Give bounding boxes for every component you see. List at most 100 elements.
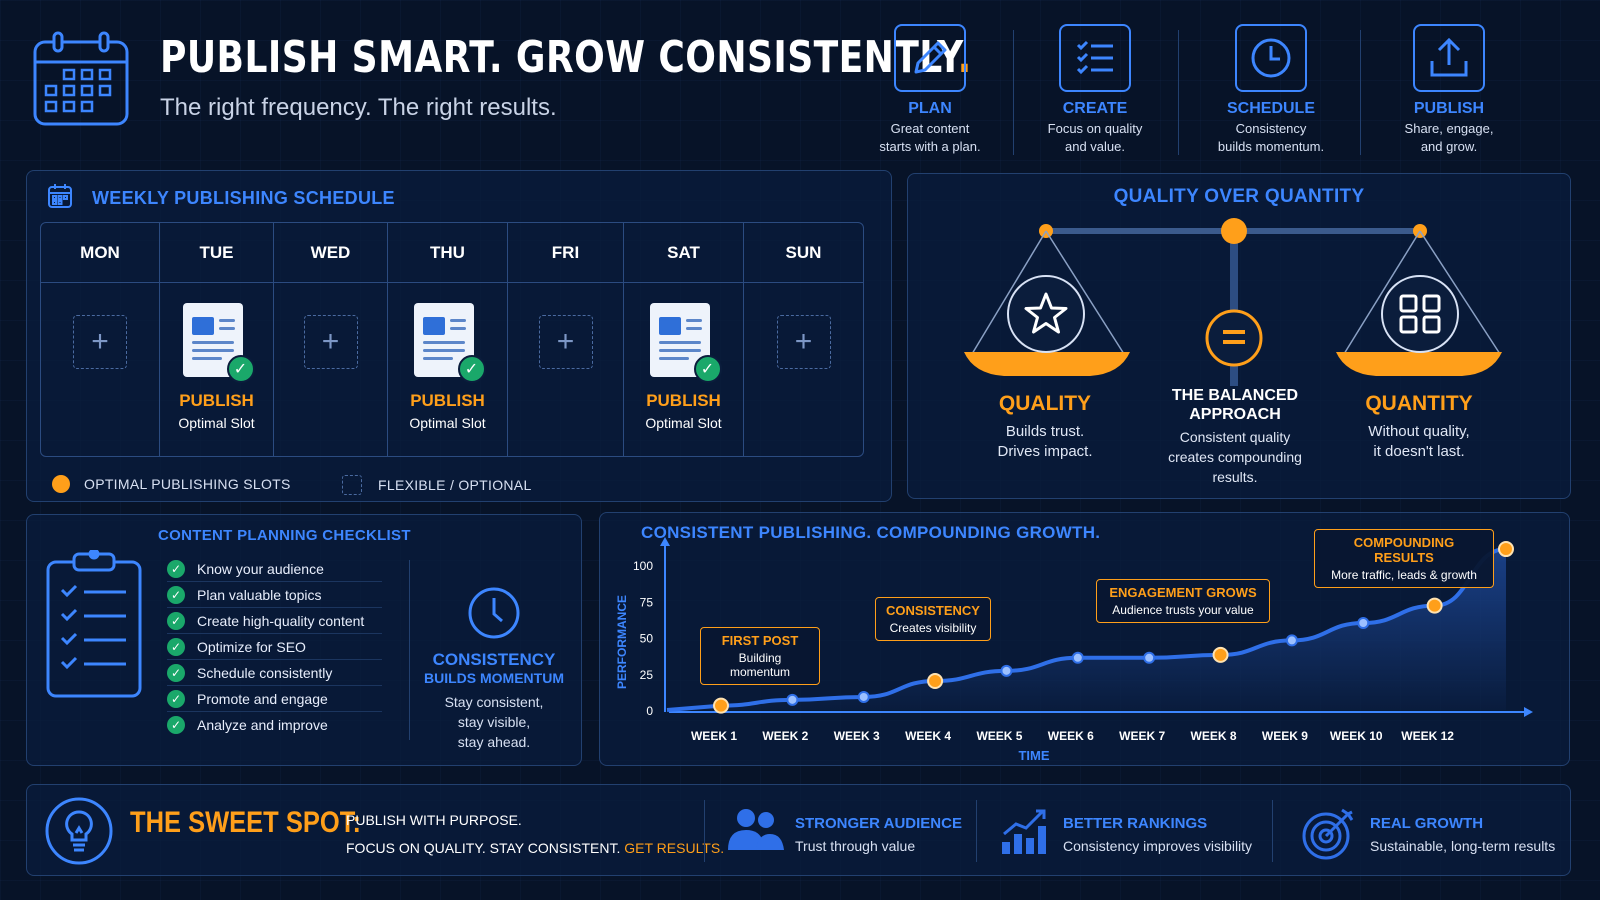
orange-dot-icon xyxy=(52,475,70,493)
page-title: PUBLISH SMART. GROW CONSISTENTLY. xyxy=(160,32,972,83)
step-publish: PUBLISH Share, engage, and grow. xyxy=(1374,24,1524,156)
chart-title: CONSISTENT PUBLISHING. COMPOUNDING GROWT… xyxy=(641,523,1101,542)
page-subtitle: The right frequency. The right results. xyxy=(160,94,557,121)
footer-item-title: STRONGER AUDIENCE xyxy=(795,815,962,832)
quality-label: QUALITY xyxy=(998,392,1092,415)
slot-label: Optimal Slot xyxy=(178,415,255,431)
footer-item-title: REAL GROWTH xyxy=(1370,815,1484,832)
document-icon: ✓ xyxy=(649,303,722,383)
step-label: PLAN xyxy=(908,100,952,117)
series-line-start xyxy=(666,703,722,712)
legend-optimal: OPTIMAL PUBLISHING SLOTS xyxy=(52,475,291,493)
x-tick-label: WEEK 12 xyxy=(1401,729,1454,743)
x-tick-label: WEEK 3 xyxy=(834,729,880,743)
consistency-desc: stay visible, xyxy=(457,714,531,730)
day-name: SAT xyxy=(624,223,743,283)
divider xyxy=(976,800,977,862)
document-icon: ✓ xyxy=(413,303,486,383)
checklist-item[interactable]: ✓ Create high-quality content xyxy=(167,608,382,634)
footer-item-audience: STRONGER AUDIENCE Trust through value xyxy=(795,815,962,854)
day-wed[interactable]: WED + xyxy=(274,223,388,456)
balanced-label: THE BALANCED xyxy=(1171,387,1299,404)
check-icon: ✓ xyxy=(457,355,486,383)
slot-label: Optimal Slot xyxy=(409,415,486,431)
quantity-block: QUANTITY Without quality, it doesn't las… xyxy=(1334,392,1504,462)
x-tick-label: WEEK 7 xyxy=(1119,729,1165,743)
day-name: FRI xyxy=(508,223,623,283)
checklist-item[interactable]: ✓ Schedule consistently xyxy=(167,660,382,686)
day-mon[interactable]: MON + xyxy=(41,223,160,456)
balanced-block: THE BALANCED APPROACH Consistent quality… xyxy=(1150,386,1320,487)
check-icon: ✓ xyxy=(167,585,185,604)
footer-item-growth: REAL GROWTH Sustainable, long-term resul… xyxy=(1370,815,1555,854)
consistency-desc: Stay consistent, xyxy=(444,694,544,710)
add-slot-button[interactable]: + xyxy=(776,315,831,369)
x-tick-label: WEEK 6 xyxy=(1048,729,1094,743)
footer-line1: PUBLISH WITH PURPOSE. xyxy=(346,812,522,828)
data-point xyxy=(1357,617,1370,629)
quantity-desc: Without quality, xyxy=(1368,423,1470,440)
consistency-label: CONSISTENCY xyxy=(432,650,556,669)
legend-flexible: FLEXIBLE / OPTIONAL xyxy=(342,475,532,495)
step-desc: Share, engage, xyxy=(1404,121,1494,136)
data-point xyxy=(786,693,799,706)
checklist-item[interactable]: ✓ Know your audience xyxy=(167,556,382,582)
balance-scale-icon xyxy=(960,216,1520,391)
annotation-first-post: FIRST POST Building momentum xyxy=(700,627,820,685)
footer-item-desc: Sustainable, long-term results xyxy=(1370,838,1556,854)
check-icon: ✓ xyxy=(167,637,185,656)
schedule-title: WEEKLY PUBLISHING SCHEDULE xyxy=(92,188,395,208)
day-thu[interactable]: THU ✓ PUBLISH Optimal Slot xyxy=(388,223,508,456)
day-sun[interactable]: SUN + xyxy=(744,223,863,456)
y-tick-label: 100 xyxy=(633,559,653,573)
quality-desc: Builds trust. xyxy=(1005,423,1085,440)
step-label: SCHEDULE xyxy=(1226,100,1315,117)
calendar-icon xyxy=(32,30,130,133)
data-point xyxy=(1000,664,1013,677)
day-tue[interactable]: TUE ✓ PUBLISH Optimal Slot xyxy=(160,223,274,456)
add-slot-button[interactable]: + xyxy=(538,315,593,369)
dashed-box-icon xyxy=(342,475,362,495)
consistency-sublabel: BUILDS MOMENTUM xyxy=(424,670,564,686)
data-point-highlight xyxy=(1212,646,1229,663)
day-fri[interactable]: FRI + xyxy=(508,223,624,456)
divider xyxy=(1178,30,1179,155)
checklist-item[interactable]: ✓ Promote and engage xyxy=(167,686,382,712)
checklist-item[interactable]: ✓ Plan valuable topics xyxy=(167,582,382,608)
quantity-label: QUANTITY xyxy=(1365,392,1473,415)
step-desc: Consistency xyxy=(1235,121,1307,136)
divider xyxy=(1013,30,1014,155)
data-point xyxy=(1143,651,1156,664)
add-slot-button[interactable]: + xyxy=(73,315,127,369)
calendar-small-icon xyxy=(47,183,73,214)
consistency-desc: stay ahead. xyxy=(457,734,531,750)
day-sat[interactable]: SAT ✓ PUBLISH Optimal Slot xyxy=(624,223,744,456)
footer-item-rankings: BETTER RANKINGS Consistency improves vis… xyxy=(1063,815,1252,854)
step-plan: PLAN Great content starts with a plan. xyxy=(855,24,1005,156)
footer-item-title: BETTER RANKINGS xyxy=(1063,815,1208,832)
data-point xyxy=(857,690,870,703)
y-tick-label: 25 xyxy=(640,668,654,682)
growth-chart: 0 25 50 75 100 WEEK 1 WEEK 2 WEEK 3 WEEK 4 WEEK 5… xyxy=(633,537,1533,743)
users-icon xyxy=(726,808,784,857)
check-icon: ✓ xyxy=(167,689,185,708)
area-fill xyxy=(667,549,1506,710)
data-point xyxy=(1071,651,1084,664)
step-schedule: SCHEDULE Consistency builds momentum. xyxy=(1196,24,1346,156)
checklist-item[interactable]: ✓ Analyze and improve xyxy=(167,712,382,738)
clipboard-icon xyxy=(44,548,144,705)
day-name: SUN xyxy=(744,223,863,283)
y-tick-label: 50 xyxy=(640,632,654,646)
check-icon: ✓ xyxy=(167,559,185,578)
check-icon: ✓ xyxy=(167,716,185,734)
x-tick-label: WEEK 5 xyxy=(976,729,1022,743)
lightbulb-icon xyxy=(44,796,114,871)
bar-chart-icon xyxy=(1000,806,1050,861)
step-create: CREATE Focus on quality and value. xyxy=(1020,24,1170,156)
step-desc: Focus on quality xyxy=(1047,121,1143,136)
schedule-grid: MON + TUE ✓ PUBLISH Optimal Slot WED + TH… xyxy=(40,222,864,457)
annotation-engagement: ENGAGEMENT GROWS Audience trusts your val… xyxy=(1096,579,1270,623)
checklist-item[interactable]: ✓ Optimize for SEO xyxy=(167,634,382,660)
add-slot-button[interactable]: + xyxy=(303,315,358,369)
divider xyxy=(1360,30,1361,155)
